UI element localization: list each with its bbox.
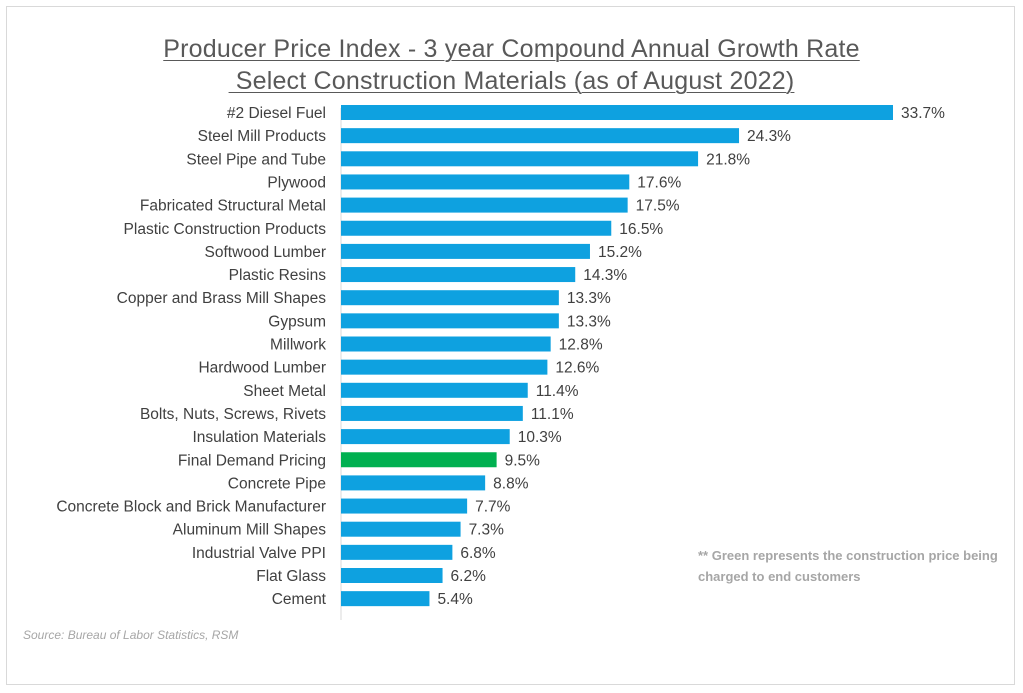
bar <box>341 313 559 329</box>
bar <box>341 405 523 421</box>
category-label: #2 Diesel Fuel <box>227 105 326 122</box>
value-label: 6.8% <box>460 545 496 562</box>
bar <box>341 105 893 120</box>
bar <box>341 220 612 236</box>
category-label: Cement <box>272 591 327 608</box>
bar <box>341 128 740 144</box>
bar <box>341 568 443 583</box>
value-label: 11.4% <box>536 383 579 400</box>
category-label: Industrial Valve PPI <box>192 545 326 562</box>
bar <box>341 243 590 259</box>
category-label: Concrete Block and Brick Manufacturer <box>56 499 326 516</box>
value-label: 17.6% <box>637 174 681 191</box>
bar <box>341 544 453 560</box>
category-label: Insulation Materials <box>192 429 326 446</box>
bar <box>341 267 576 283</box>
chart-subtitle: Select Construction Materials (as of Aug… <box>228 67 795 95</box>
value-label: 13.3% <box>567 290 611 307</box>
category-label: Copper and Brass Mill Shapes <box>117 290 327 307</box>
value-label: 16.5% <box>619 221 663 238</box>
bar <box>341 475 486 491</box>
bar <box>341 151 699 167</box>
category-label: Plywood <box>267 174 326 191</box>
value-label: 17.5% <box>636 198 680 215</box>
bar <box>341 429 510 445</box>
value-label: 21.8% <box>706 151 750 168</box>
value-label: 15.2% <box>598 244 642 261</box>
bar <box>341 452 497 468</box>
value-label: 9.5% <box>505 452 541 469</box>
value-label: 7.7% <box>475 499 511 516</box>
bar <box>341 498 468 514</box>
bar <box>341 359 548 375</box>
value-label: 10.3% <box>518 429 562 446</box>
bar <box>341 336 551 352</box>
bar <box>341 290 559 306</box>
value-label: 7.3% <box>469 522 505 539</box>
bar <box>341 521 461 537</box>
value-label: 5.4% <box>437 591 473 608</box>
category-label: Steel Pipe and Tube <box>186 151 326 168</box>
value-label: 13.3% <box>567 313 611 330</box>
bar <box>341 197 628 213</box>
value-label: 12.8% <box>559 337 603 354</box>
category-label: Plastic Resins <box>229 267 327 284</box>
category-label: Plastic Construction Products <box>124 221 327 238</box>
value-label: 24.3% <box>747 128 791 145</box>
category-label: Millwork <box>270 337 326 354</box>
category-label: Final Demand Pricing <box>178 452 326 469</box>
value-label: 12.6% <box>555 360 599 377</box>
bar <box>341 382 528 398</box>
category-label: Gypsum <box>268 313 326 330</box>
chart-title: Producer Price Index - 3 year Compound A… <box>163 35 860 63</box>
bar <box>341 174 630 190</box>
category-label: Hardwood Lumber <box>198 360 326 377</box>
category-label: Sheet Metal <box>243 383 326 400</box>
value-label: 6.2% <box>451 568 487 585</box>
bar <box>341 591 430 607</box>
category-label: Flat Glass <box>256 568 326 585</box>
category-label: Fabricated Structural Metal <box>140 198 326 215</box>
category-label: Softwood Lumber <box>205 244 327 261</box>
category-label: Aluminum Mill Shapes <box>173 522 327 539</box>
category-label: Concrete Pipe <box>228 475 326 492</box>
category-label: Bolts, Nuts, Screws, Rivets <box>140 406 326 423</box>
value-label: 11.1% <box>531 406 574 423</box>
value-label: 14.3% <box>583 267 627 284</box>
chart-note: ** Green represents the construction pri… <box>698 548 998 584</box>
source-note: Source: Bureau of Labor Statistics, RSM <box>23 628 239 642</box>
category-label: Steel Mill Products <box>198 128 327 145</box>
value-label: 8.8% <box>493 475 529 492</box>
value-label: 33.7% <box>901 105 945 122</box>
